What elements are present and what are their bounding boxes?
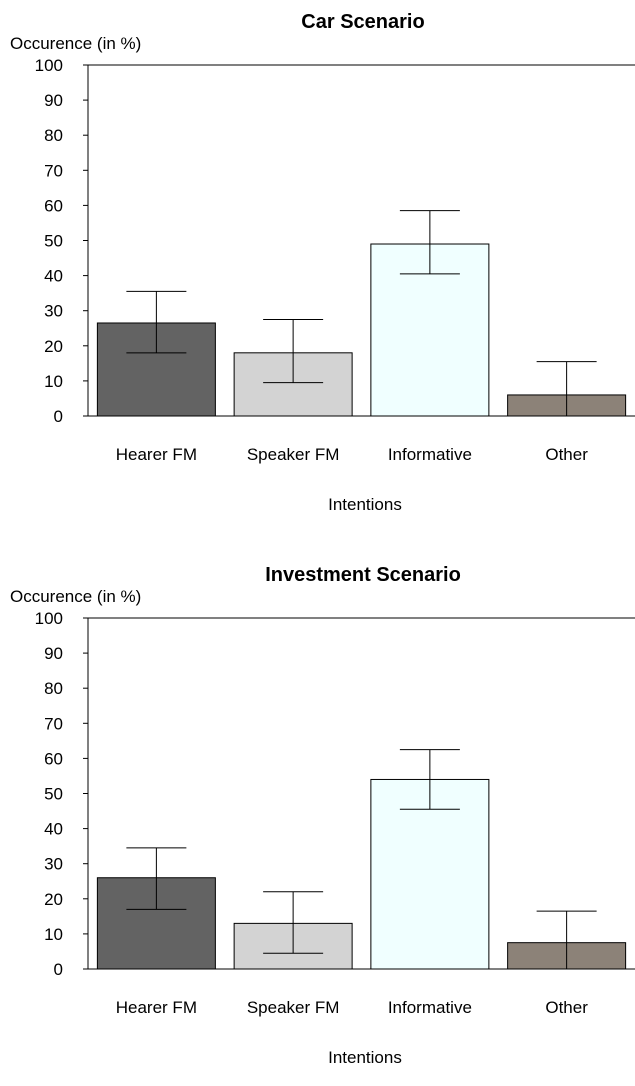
y-tick-label: 0: [54, 407, 63, 426]
bar-informative: [370, 778, 490, 970]
y-tick-label: 80: [44, 126, 63, 145]
category-label: Other: [545, 445, 588, 464]
y-axis-label: Occurence (in %): [10, 34, 141, 53]
y-tick-label: 90: [44, 91, 63, 110]
y-tick-label: 20: [44, 337, 63, 356]
chart-title: Investment Scenario: [265, 564, 461, 586]
y-tick-label: 50: [44, 232, 63, 251]
category-label: Speaker FM: [247, 445, 340, 464]
category-label: Informative: [388, 445, 472, 464]
y-tick-label: 100: [35, 56, 63, 75]
y-tick-label: 70: [44, 161, 63, 180]
x-axis-label: Intentions: [328, 1048, 402, 1067]
category-label: Other: [545, 998, 588, 1017]
investment-scenario-chart: Investment Scenario Occurence (in %) Inten…: [10, 564, 635, 1067]
y-tick-label: 10: [44, 925, 63, 944]
y-tick-label: 90: [44, 644, 63, 663]
car-scenario-chart: Car Scenario Occurence (in %) Intentions 0 1…: [10, 11, 635, 514]
y-axis-label: Occurence (in %): [10, 587, 141, 606]
y-tick-label: 80: [44, 679, 63, 698]
category-label: Hearer FM: [116, 998, 197, 1017]
x-axis-label: Intentions: [328, 495, 402, 514]
y-tick-label: 50: [44, 785, 63, 804]
category-label: Hearer FM: [116, 445, 197, 464]
y-tick-label: 40: [44, 820, 63, 839]
y-tick-label: 30: [44, 302, 63, 321]
y-tick-label: 20: [44, 890, 63, 909]
y-tick-label: 30: [44, 855, 63, 874]
category-label: Speaker FM: [247, 998, 340, 1017]
y-tick-label: 40: [44, 267, 63, 286]
y-tick-label: 0: [54, 960, 63, 979]
category-label: Informative: [388, 998, 472, 1017]
y-tick-label: 100: [35, 609, 63, 628]
chart-title: Car Scenario: [301, 11, 424, 33]
y-tick-label: 60: [44, 749, 63, 768]
y-tick-label: 10: [44, 372, 63, 391]
y-tick-label: 60: [44, 196, 63, 215]
y-tick-label: 70: [44, 714, 63, 733]
